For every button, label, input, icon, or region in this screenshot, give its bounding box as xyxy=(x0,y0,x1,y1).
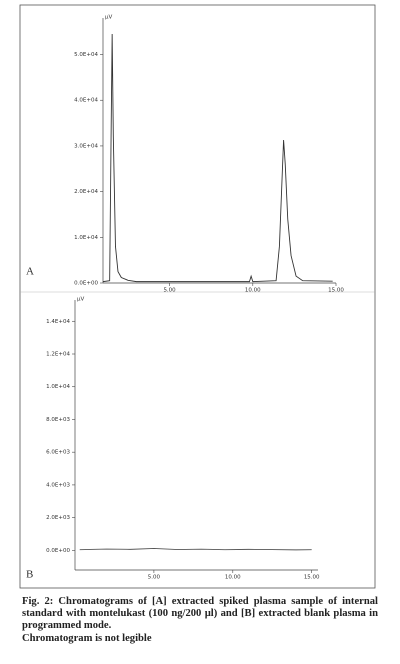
trace xyxy=(102,33,333,283)
y-tick-label: 4.0E+04 xyxy=(74,98,98,104)
y-tick-label: 3.0E+04 xyxy=(74,143,98,149)
x-tick-label: 10.00 xyxy=(245,288,261,294)
figure: µV A 0.0E+00 1.0E+04 2.0E+04 3.0E+04 4.0E+04 5.… xyxy=(19,4,376,589)
y-tick-label: 6.0E+03 xyxy=(46,450,70,456)
y-tick-label: 1.4E+04 xyxy=(46,319,70,325)
figure-border xyxy=(19,4,376,589)
y-tick-label: 5.0E+04 xyxy=(74,52,98,58)
y-tick-label: 0.0E+00 xyxy=(74,281,98,287)
y-tick-label: 1.2E+04 xyxy=(46,352,70,358)
panel-label: B xyxy=(26,569,33,581)
x-tick-label: 15.00 xyxy=(328,288,344,294)
y-tick-label: 1.0E+04 xyxy=(74,235,98,241)
caption-block: Fig. 2: Chromatograms of [A] extracted s… xyxy=(22,596,378,645)
y-unit: µV xyxy=(77,297,84,303)
trace xyxy=(79,547,312,551)
y-unit: µV xyxy=(105,15,112,21)
y-tick-label: 1.0E+04 xyxy=(46,384,70,390)
x-tick-label: 15.00 xyxy=(304,575,320,581)
y-tick-label: 4.0E+03 xyxy=(46,482,70,488)
y-tick-label: 2.0E+03 xyxy=(46,515,70,521)
y-tick-label: 0.0E+00 xyxy=(46,548,70,554)
caption: Fig. 2: Chromatograms of [A] extracted s… xyxy=(22,596,378,632)
note: Chromatogram is not legible xyxy=(22,632,152,644)
x-tick-label: 5.00 xyxy=(163,288,176,294)
y-tick-label: 8.0E+03 xyxy=(46,417,70,423)
x-tick-label: 10.00 xyxy=(225,575,241,581)
x-tick-label: 5.00 xyxy=(148,575,161,581)
y-tick-label: 2.0E+04 xyxy=(74,189,98,195)
panel-label: A xyxy=(26,266,34,278)
